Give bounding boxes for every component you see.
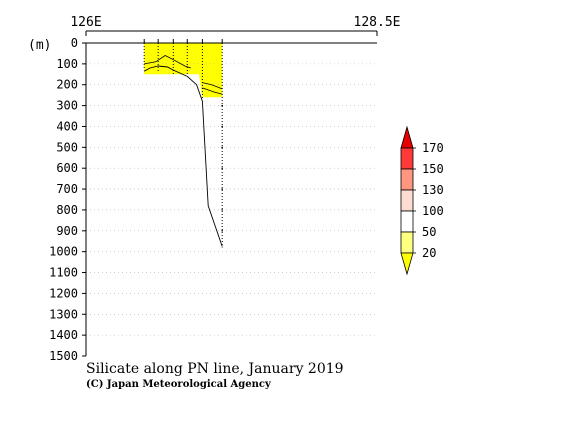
- filled-region-20-50: [144, 43, 223, 98]
- legend-color-segment: [400, 189, 414, 212]
- y-tick-label: 600: [56, 161, 78, 175]
- y-tick-label: 200: [56, 78, 78, 92]
- y-tick-label: 1400: [49, 328, 78, 342]
- contour-line-50: [202, 82, 223, 90]
- legend-color-segment: [400, 210, 414, 233]
- y-tick-label: 900: [56, 224, 78, 238]
- legend-level-label: 130: [422, 183, 444, 197]
- chart-credit: (C) Japan Meteorological Agency: [86, 379, 272, 390]
- y-tick-label: 1000: [49, 245, 78, 259]
- depth-axis: 0 100 200 300 400 500 600 700 800 900 1000 1100 1200…: [49, 36, 87, 363]
- longitude-axis: 126E 128.5E: [70, 15, 401, 44]
- sample-dot: [221, 146, 223, 149]
- legend-level-label: 50: [422, 225, 436, 239]
- legend-color-segment: [400, 147, 414, 170]
- color-legend: 20 50 100 130 150 170: [400, 125, 444, 276]
- x-tick-label: 126E: [70, 15, 101, 30]
- legend-color-segment: [400, 168, 414, 191]
- y-tick-label: 1300: [49, 307, 78, 321]
- legend-color-segment: [400, 231, 414, 254]
- bottom-profile: [143, 65, 223, 247]
- y-tick-label: 1200: [49, 286, 78, 300]
- y-tick-label: 100: [56, 57, 78, 71]
- sample-dot: [221, 167, 223, 169]
- legend-level-label: 20: [422, 246, 436, 260]
- y-tick-label: 0: [71, 36, 78, 50]
- contour-line-50: [144, 55, 191, 69]
- sample-dot: [221, 104, 223, 107]
- contour-line-50: [202, 87, 223, 95]
- y-tick-label: 700: [56, 182, 78, 196]
- y-tick-label: 1100: [49, 266, 78, 280]
- legend-level-label: 100: [422, 204, 444, 218]
- x-tick-label: 128.5E: [354, 15, 401, 30]
- legend-color-segment: [400, 125, 414, 149]
- legend-level-label: 150: [422, 162, 444, 176]
- sample-dot: [221, 125, 223, 128]
- sample-dot: [221, 230, 223, 232]
- sample-dot: [221, 209, 223, 211]
- y-tick-label: 300: [56, 99, 78, 113]
- plot-area: [86, 39, 377, 336]
- legend-color-segment: [400, 252, 414, 276]
- sample-dot: [221, 188, 223, 190]
- y-tick-label: 1500: [49, 349, 78, 363]
- chart-title: Silicate along PN line, January 2019: [86, 361, 344, 377]
- y-tick-label: 800: [56, 203, 78, 217]
- legend-level-label: 170: [422, 141, 444, 155]
- y-tick-label: 400: [56, 119, 78, 133]
- y-tick-label: 500: [56, 140, 78, 154]
- depth-unit-label: (m): [28, 38, 51, 53]
